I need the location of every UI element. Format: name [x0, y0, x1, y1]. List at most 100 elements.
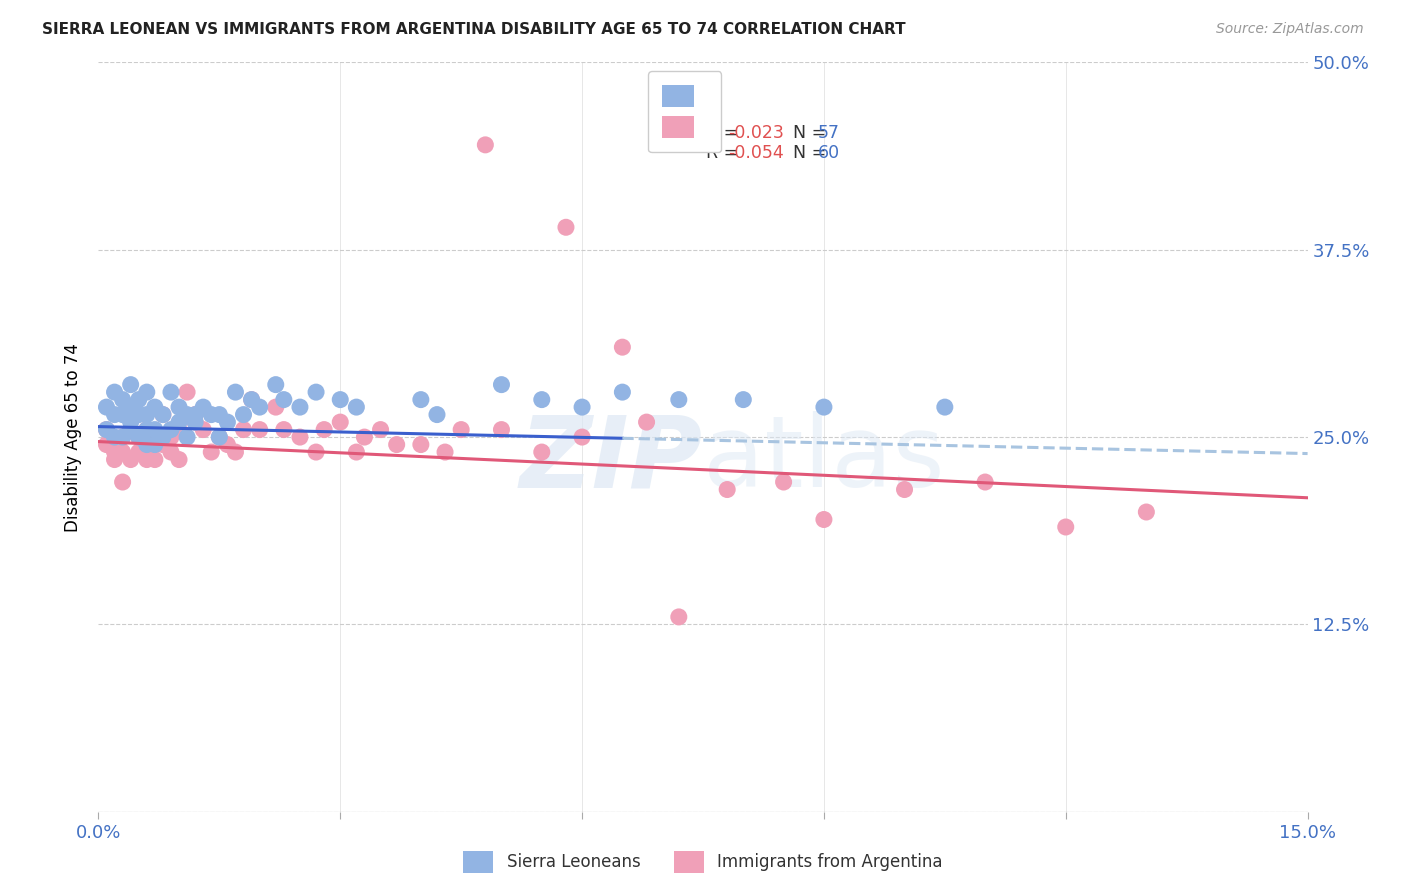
Point: [305, 445, 328, 459]
Point: [491, 423, 513, 437]
Point: [612, 385, 634, 400]
Point: [135, 437, 157, 451]
Point: [184, 408, 207, 422]
Point: [103, 452, 125, 467]
Point: [450, 423, 472, 437]
Point: [111, 392, 134, 407]
Point: [288, 430, 311, 444]
Point: [103, 385, 125, 400]
Point: [193, 423, 215, 437]
Point: [152, 430, 174, 444]
Point: [733, 392, 755, 407]
Point: [224, 445, 246, 459]
Point: [530, 445, 553, 459]
Point: [135, 385, 157, 400]
Point: [120, 423, 142, 437]
Legend: , : ,: [648, 71, 721, 153]
Point: [128, 430, 150, 444]
Point: [530, 392, 553, 407]
Point: [184, 415, 207, 429]
Point: [120, 423, 142, 437]
Point: [103, 430, 125, 444]
Text: SIERRA LEONEAN VS IMMIGRANTS FROM ARGENTINA DISABILITY AGE 65 TO 74 CORRELATION : SIERRA LEONEAN VS IMMIGRANTS FROM ARGENT…: [42, 22, 905, 37]
Point: [273, 392, 295, 407]
Point: [160, 385, 183, 400]
Point: [111, 475, 134, 489]
Point: [135, 423, 157, 437]
Point: [120, 415, 142, 429]
Point: [96, 423, 118, 437]
Point: [1135, 505, 1157, 519]
Point: [305, 385, 328, 400]
Point: [111, 430, 134, 444]
Point: [232, 423, 254, 437]
Point: [273, 423, 295, 437]
Text: -0.054: -0.054: [728, 144, 783, 161]
Point: [152, 408, 174, 422]
Y-axis label: Disability Age 65 to 74: Disability Age 65 to 74: [65, 343, 83, 532]
Text: N =: N =: [793, 144, 831, 161]
Point: [224, 385, 246, 400]
Point: [200, 408, 222, 422]
Point: [555, 220, 578, 235]
Point: [167, 415, 190, 429]
Point: [329, 392, 352, 407]
Point: [96, 423, 118, 437]
Point: [160, 445, 183, 459]
Point: [434, 445, 457, 459]
Point: [128, 445, 150, 459]
Point: [217, 437, 239, 451]
Point: [571, 430, 593, 444]
Text: 60: 60: [818, 144, 839, 161]
Point: [143, 437, 166, 451]
Point: [120, 400, 142, 414]
Text: 57: 57: [818, 124, 839, 142]
Point: [200, 445, 222, 459]
Point: [176, 408, 198, 422]
Point: [167, 452, 190, 467]
Legend: Sierra Leoneans, Immigrants from Argentina: Sierra Leoneans, Immigrants from Argenti…: [457, 845, 949, 880]
Point: [264, 400, 287, 414]
Point: [249, 423, 271, 437]
Point: [385, 437, 408, 451]
Point: [208, 430, 231, 444]
Point: [208, 430, 231, 444]
Point: [176, 385, 198, 400]
Point: [329, 415, 352, 429]
Point: [813, 512, 835, 526]
Point: [934, 400, 956, 414]
Point: [128, 430, 150, 444]
Text: atlas: atlas: [703, 411, 945, 508]
Point: [571, 400, 593, 414]
Point: [128, 408, 150, 422]
Point: [111, 445, 134, 459]
Point: [160, 423, 183, 437]
Point: [344, 400, 367, 414]
Point: [111, 430, 134, 444]
Point: [217, 415, 239, 429]
Point: [208, 408, 231, 422]
Point: [288, 400, 311, 414]
Point: [184, 415, 207, 429]
Text: N =: N =: [793, 124, 831, 142]
Point: [96, 437, 118, 451]
Point: [143, 452, 166, 467]
Point: [120, 377, 142, 392]
Point: [668, 392, 690, 407]
Point: [612, 340, 634, 354]
Point: [103, 408, 125, 422]
Text: ZIP: ZIP: [520, 411, 703, 508]
Point: [152, 437, 174, 451]
Point: [314, 423, 336, 437]
Point: [426, 408, 449, 422]
Point: [491, 377, 513, 392]
Point: [135, 423, 157, 437]
Point: [813, 400, 835, 414]
Point: [135, 452, 157, 467]
Point: [160, 430, 183, 444]
Point: [128, 392, 150, 407]
Point: [176, 430, 198, 444]
Point: [143, 423, 166, 437]
Point: [193, 400, 215, 414]
Point: [716, 483, 738, 497]
